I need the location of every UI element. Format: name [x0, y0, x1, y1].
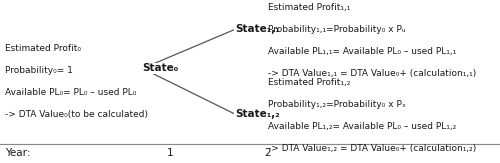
Text: State₁,₂: State₁,₂ — [235, 109, 280, 119]
Text: Available PL₀= PL₀ – used PL₀: Available PL₀= PL₀ – used PL₀ — [5, 88, 136, 97]
Text: Estimated Profit₁,₁: Estimated Profit₁,₁ — [268, 3, 350, 12]
Text: -> DTA Value₀(to be calculated): -> DTA Value₀(to be calculated) — [5, 110, 148, 119]
Text: Year:: Year: — [5, 148, 30, 158]
Text: -> DTA Value₁,₂ = DTA Value₀+ (calculation₁,₂): -> DTA Value₁,₂ = DTA Value₀+ (calculati… — [268, 144, 476, 153]
Text: Probability₀= 1: Probability₀= 1 — [5, 66, 73, 75]
Text: State₀: State₀ — [142, 63, 179, 74]
Text: Available PL₁,₂= Available PL₀ – used PL₁,₂: Available PL₁,₂= Available PL₀ – used PL… — [268, 122, 456, 131]
Text: Probability₁,₂=Probability₀ x Pₓ: Probability₁,₂=Probability₀ x Pₓ — [268, 100, 406, 109]
Text: Probability₁,₁=Probability₀ x Pᵤ: Probability₁,₁=Probability₀ x Pᵤ — [268, 25, 405, 34]
Text: Available PL₁,₁= Available PL₀ – used PL₁,₁: Available PL₁,₁= Available PL₀ – used PL… — [268, 47, 456, 56]
Text: -> DTA Value₁,₁ = DTA Value₀+ (calculation₁,₁): -> DTA Value₁,₁ = DTA Value₀+ (calculati… — [268, 69, 476, 78]
Text: Estimated Profit₁,₂: Estimated Profit₁,₂ — [268, 78, 350, 87]
Text: State₁,₁: State₁,₁ — [235, 24, 280, 34]
Text: Estimated Profit₀: Estimated Profit₀ — [5, 44, 81, 53]
Text: 2: 2 — [264, 148, 271, 158]
Text: 1: 1 — [166, 148, 173, 158]
